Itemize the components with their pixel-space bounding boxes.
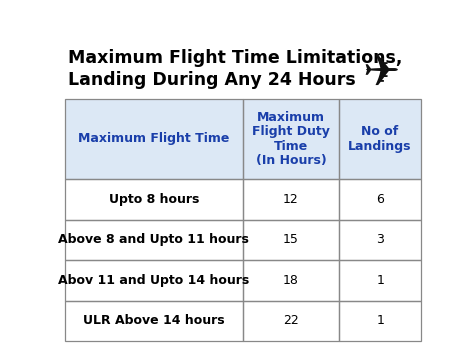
Text: No of
Landings: No of Landings — [348, 125, 412, 153]
Text: 18: 18 — [283, 274, 299, 287]
Text: Maximum Flight Time: Maximum Flight Time — [78, 132, 229, 146]
Text: 22: 22 — [283, 315, 299, 327]
FancyBboxPatch shape — [243, 179, 339, 220]
FancyBboxPatch shape — [339, 220, 421, 260]
FancyBboxPatch shape — [243, 260, 339, 301]
FancyBboxPatch shape — [339, 301, 421, 341]
Text: Maximum
Flight Duty
Time
(In Hours): Maximum Flight Duty Time (In Hours) — [252, 111, 330, 167]
Text: ✈: ✈ — [362, 52, 399, 95]
FancyBboxPatch shape — [339, 179, 421, 220]
FancyBboxPatch shape — [65, 99, 243, 179]
Text: Upto 8 hours: Upto 8 hours — [109, 193, 199, 206]
Text: 1: 1 — [376, 315, 384, 327]
Text: Maximum Flight Time Limitations,
Landing During Any 24 Hours: Maximum Flight Time Limitations, Landing… — [68, 49, 403, 89]
FancyBboxPatch shape — [339, 260, 421, 301]
Text: Above 8 and Upto 11 hours: Above 8 and Upto 11 hours — [58, 234, 249, 246]
FancyBboxPatch shape — [65, 260, 243, 301]
FancyBboxPatch shape — [65, 220, 243, 260]
Text: 3: 3 — [376, 234, 384, 246]
FancyBboxPatch shape — [243, 99, 339, 179]
Text: Abov 11 and Upto 14 hours: Abov 11 and Upto 14 hours — [58, 274, 249, 287]
FancyBboxPatch shape — [65, 179, 243, 220]
Text: 1: 1 — [376, 274, 384, 287]
FancyBboxPatch shape — [243, 301, 339, 341]
Text: ULR Above 14 hours: ULR Above 14 hours — [83, 315, 225, 327]
Text: 15: 15 — [283, 234, 299, 246]
FancyBboxPatch shape — [243, 220, 339, 260]
FancyBboxPatch shape — [65, 301, 243, 341]
Text: 12: 12 — [283, 193, 299, 206]
FancyBboxPatch shape — [339, 99, 421, 179]
Text: 6: 6 — [376, 193, 384, 206]
